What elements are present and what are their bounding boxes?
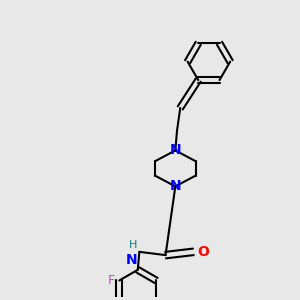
Text: F: F — [107, 274, 114, 287]
Text: H: H — [129, 240, 138, 250]
Text: N: N — [169, 179, 181, 194]
Text: N: N — [169, 143, 181, 158]
Text: N: N — [126, 254, 138, 268]
Text: O: O — [198, 245, 209, 259]
